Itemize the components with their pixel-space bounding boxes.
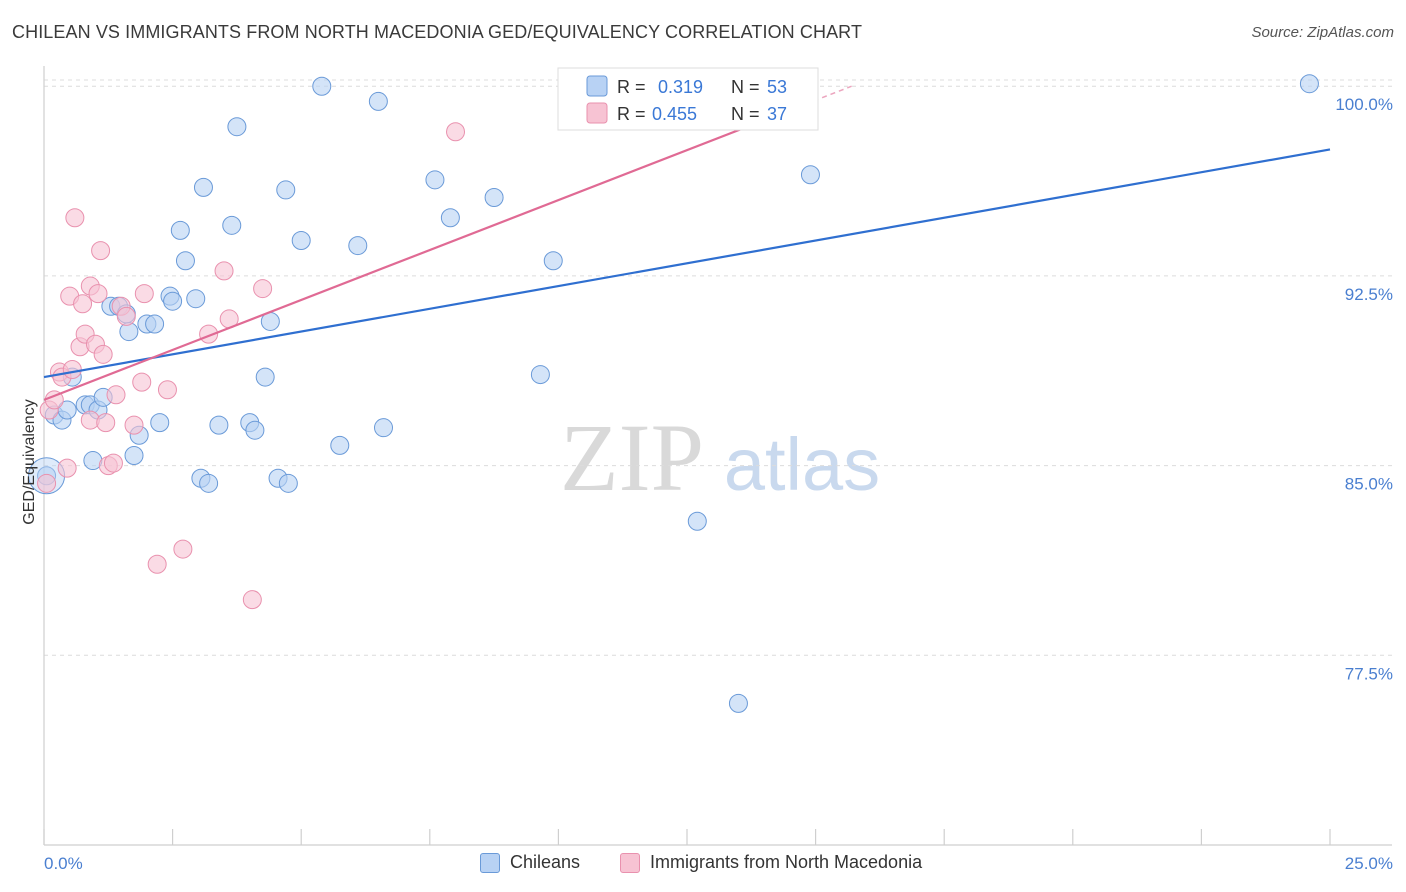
data-point-chileans xyxy=(728,693,748,713)
trend-line-chileans xyxy=(43,148,1331,379)
data-point-north-macedonia xyxy=(37,473,57,493)
chart-source: Source: ZipAtlas.com xyxy=(1251,24,1394,41)
data-point-chileans xyxy=(199,473,219,493)
legend-swatch-north-macedonia xyxy=(586,102,608,124)
data-point-chileans xyxy=(348,236,368,256)
x-tick-labels: 0.0% 25.0% xyxy=(44,854,1393,873)
data-point-chileans xyxy=(124,446,144,465)
data-point-chileans xyxy=(163,291,183,311)
data-point-chileans xyxy=(312,76,332,96)
legend-r-value-north-macedonia: 0.455 xyxy=(652,104,697,124)
legend-r-label-north-macedonia: R = xyxy=(617,104,646,124)
data-point-chileans xyxy=(687,511,707,531)
data-point-chileans xyxy=(425,170,445,190)
data-point-north-macedonia xyxy=(214,261,234,281)
data-point-chileans xyxy=(800,165,820,185)
x-tick-label: 25.0% xyxy=(1345,854,1393,873)
legend-swatch-chileans xyxy=(586,75,608,97)
data-point-chileans xyxy=(484,188,504,208)
data-point-chileans xyxy=(330,435,350,455)
data-point-north-macedonia xyxy=(124,415,144,435)
data-point-chileans xyxy=(368,91,388,111)
data-point-north-macedonia xyxy=(173,539,193,559)
legend-n-value-chileans: 53 xyxy=(767,77,787,97)
bottom-legend: Chileans Immigrants from North Macedonia xyxy=(0,852,1406,878)
y-tick-label: 92.5% xyxy=(1345,285,1393,304)
legend-swatch-blue xyxy=(480,852,500,873)
data-point-chileans xyxy=(193,177,213,197)
legend-n-label-chileans: N = xyxy=(731,77,760,97)
data-point-chileans xyxy=(1299,74,1319,94)
data-point-north-macedonia xyxy=(57,458,77,478)
data-point-chileans xyxy=(145,314,165,334)
data-point-chileans xyxy=(222,215,242,235)
legend-label-north-macedonia: Immigrants from North Macedonia xyxy=(650,852,923,872)
legend-item-north-macedonia: Immigrants from North Macedonia xyxy=(620,852,922,873)
data-point-north-macedonia xyxy=(91,241,111,261)
legend-swatch-pink xyxy=(620,852,640,873)
data-point-chileans xyxy=(278,473,298,493)
data-point-chileans xyxy=(245,420,265,440)
axes xyxy=(43,66,1392,846)
data-point-chileans xyxy=(170,220,190,240)
data-point-north-macedonia xyxy=(96,413,116,433)
data-point-north-macedonia xyxy=(132,372,152,392)
data-point-north-macedonia xyxy=(106,385,126,405)
trend-lines xyxy=(43,85,1331,401)
data-point-north-macedonia xyxy=(93,344,113,364)
data-point-chileans xyxy=(374,418,394,438)
data-point-chileans xyxy=(186,289,206,309)
data-point-chileans xyxy=(255,367,275,387)
north-macedonia-points xyxy=(37,74,805,610)
data-point-chileans xyxy=(440,208,460,228)
y-tick-label: 85.0% xyxy=(1345,475,1393,494)
legend-n-value-north-macedonia: 37 xyxy=(767,104,787,124)
y-tick-label: 100.0% xyxy=(1335,95,1393,114)
data-point-chileans xyxy=(291,231,311,251)
legend-r-label-chileans: R = xyxy=(617,77,646,97)
legend-n-label-north-macedonia: N = xyxy=(731,104,760,124)
data-point-north-macedonia xyxy=(147,554,167,574)
y-tick-labels: 77.5% 85.0% 92.5% 100.0% xyxy=(1335,95,1393,683)
data-point-north-macedonia xyxy=(88,284,108,304)
data-point-chileans xyxy=(276,180,296,200)
data-point-chileans xyxy=(227,117,247,137)
data-point-north-macedonia xyxy=(157,380,177,400)
x-tick-label: 0.0% xyxy=(44,854,83,873)
data-point-north-macedonia xyxy=(116,306,136,326)
data-point-chileans xyxy=(530,365,550,385)
data-point-north-macedonia xyxy=(242,590,262,610)
data-point-north-macedonia xyxy=(65,208,85,228)
data-point-chileans xyxy=(209,415,229,435)
data-point-north-macedonia xyxy=(134,284,154,304)
data-point-chileans xyxy=(150,413,170,433)
chileans-points xyxy=(28,74,1319,713)
data-point-north-macedonia xyxy=(446,122,466,142)
data-point-chileans xyxy=(543,251,563,271)
data-point-north-macedonia xyxy=(73,294,93,314)
trend-line-north-macedonia xyxy=(43,103,806,401)
y-tick-label: 77.5% xyxy=(1345,664,1393,683)
legend-item-chileans: Chileans xyxy=(480,852,580,873)
data-point-north-macedonia xyxy=(253,279,273,299)
watermark-atlas: atlas xyxy=(724,423,880,506)
watermark-zip: ZIP xyxy=(560,404,704,511)
data-point-chileans xyxy=(175,251,195,271)
stats-legend: R = 0.319 N = 53 R = 0.455 N = 37 xyxy=(557,67,819,131)
data-point-north-macedonia xyxy=(103,453,123,473)
legend-r-value-chileans: 0.319 xyxy=(658,77,703,97)
y-axis-title: GED/Equivalency xyxy=(21,399,38,524)
grid-lines xyxy=(44,79,1392,656)
chart-title: CHILEAN VS IMMIGRANTS FROM NORTH MACEDON… xyxy=(12,22,863,42)
data-point-north-macedonia xyxy=(62,360,82,380)
legend-label-chileans: Chileans xyxy=(510,852,581,872)
